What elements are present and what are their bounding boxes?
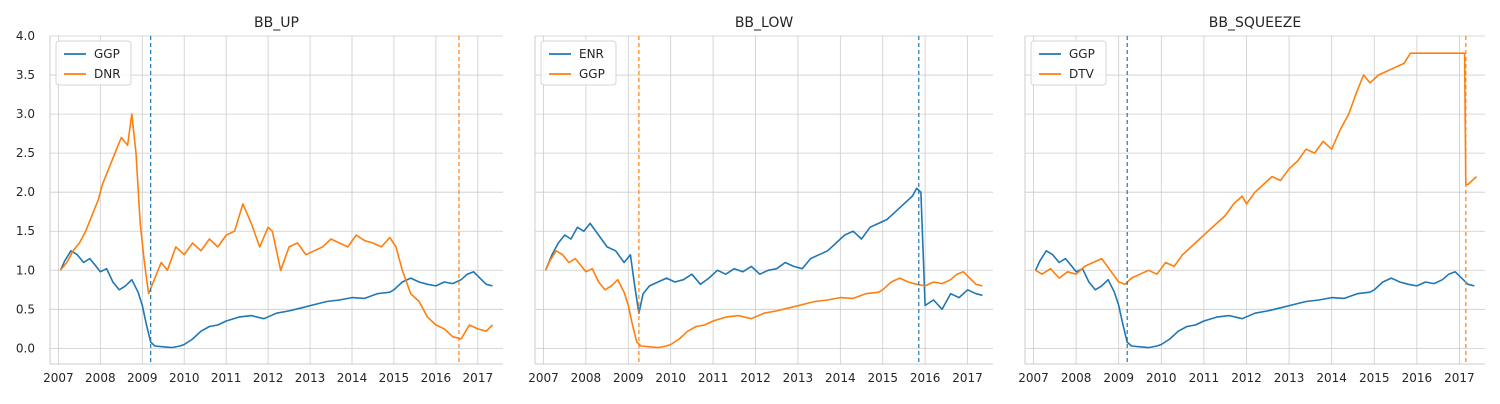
x-tick-label: 2012 <box>253 371 284 385</box>
y-tick-label: 0.0 <box>16 341 35 355</box>
series-line-enr <box>544 187 983 314</box>
x-tick-label: 2013 <box>1274 371 1305 385</box>
x-tick-label: 2011 <box>698 371 729 385</box>
x-tick-label: 2017 <box>952 371 983 385</box>
x-tick-label: 2011 <box>1189 371 1220 385</box>
x-tick-label: 2008 <box>85 371 116 385</box>
x-tick-label: 2007 <box>1018 371 1049 385</box>
x-tick-label: 2007 <box>528 371 559 385</box>
x-tick-label: 2017 <box>463 371 494 385</box>
legend: GGP DNR <box>55 40 132 86</box>
x-tick-label: 2014 <box>825 371 856 385</box>
legend-label: DNR <box>94 67 121 81</box>
series-line-ggp <box>1034 250 1475 349</box>
legend-label: GGP <box>94 47 120 61</box>
x-tick-label: 2012 <box>1231 371 1262 385</box>
legend-label: GGP <box>1069 47 1095 61</box>
x-tick-label: 2008 <box>1061 371 1092 385</box>
y-tick-label: 1.5 <box>16 224 35 238</box>
x-tick-label: 2013 <box>295 371 326 385</box>
series-line-ggp <box>544 250 983 349</box>
x-tick-label: 2016 <box>910 371 941 385</box>
x-tick-label: 2011 <box>211 371 242 385</box>
series-line-dtv <box>1035 52 1478 286</box>
legend: GGP DTV <box>1030 40 1107 86</box>
x-tick-label: 2008 <box>571 371 602 385</box>
x-tick-label: 2009 <box>1103 371 1134 385</box>
x-tick-label: 2010 <box>655 371 686 385</box>
x-tick-label: 2012 <box>740 371 771 385</box>
x-tick-label: 2014 <box>337 371 368 385</box>
chart-title: BB_SQUEEZE <box>1209 15 1302 31</box>
x-tick-label: 2010 <box>1146 371 1177 385</box>
y-tick-label: 4.0 <box>16 29 35 43</box>
x-tick-label: 2009 <box>127 371 158 385</box>
x-tick-label: 2016 <box>1402 371 1433 385</box>
y-tick-label: 0.5 <box>16 302 35 316</box>
x-tick-label: 2015 <box>1359 371 1390 385</box>
x-tick-label: 2015 <box>867 371 898 385</box>
x-tick-label: 2016 <box>421 371 452 385</box>
y-tick-label: 3.5 <box>16 68 35 82</box>
x-tick-label: 2015 <box>379 371 410 385</box>
x-tick-label: 2017 <box>1444 371 1475 385</box>
x-tick-label: 2007 <box>43 371 74 385</box>
x-tick-label: 2009 <box>613 371 644 385</box>
y-tick-label: 1.0 <box>16 263 35 277</box>
grid <box>535 35 993 364</box>
grid <box>1025 35 1485 364</box>
legend: ENR GGP <box>540 40 617 86</box>
y-tick-label: 2.0 <box>16 185 35 199</box>
chart-panel-1: 2007 2008 2009 2010 2011 2012 2013 2014 2015 2016… <box>16 15 503 385</box>
chart-panel-3: 2007 2008 2009 2010 2011 2012 2013 2014 2015 2016… <box>1018 15 1485 385</box>
y-tick-label: 3.0 <box>16 107 35 121</box>
series-line-dnr <box>59 113 494 340</box>
legend-label: GGP <box>579 67 605 81</box>
x-tick-label: 2013 <box>783 371 814 385</box>
chart-panel-2: 2007 2008 2009 2010 2011 2012 2013 2014 2015 2016… <box>528 15 993 385</box>
x-tick-label: 2014 <box>1316 371 1347 385</box>
grid <box>50 35 503 364</box>
chart-title: BB_LOW <box>735 15 794 31</box>
series-line-ggp <box>59 250 493 349</box>
legend-label: ENR <box>579 47 604 61</box>
legend-label: DTV <box>1069 67 1095 81</box>
chart-title: BB_UP <box>254 15 299 31</box>
x-tick-label: 2010 <box>169 371 200 385</box>
y-tick-label: 2.5 <box>16 146 35 160</box>
